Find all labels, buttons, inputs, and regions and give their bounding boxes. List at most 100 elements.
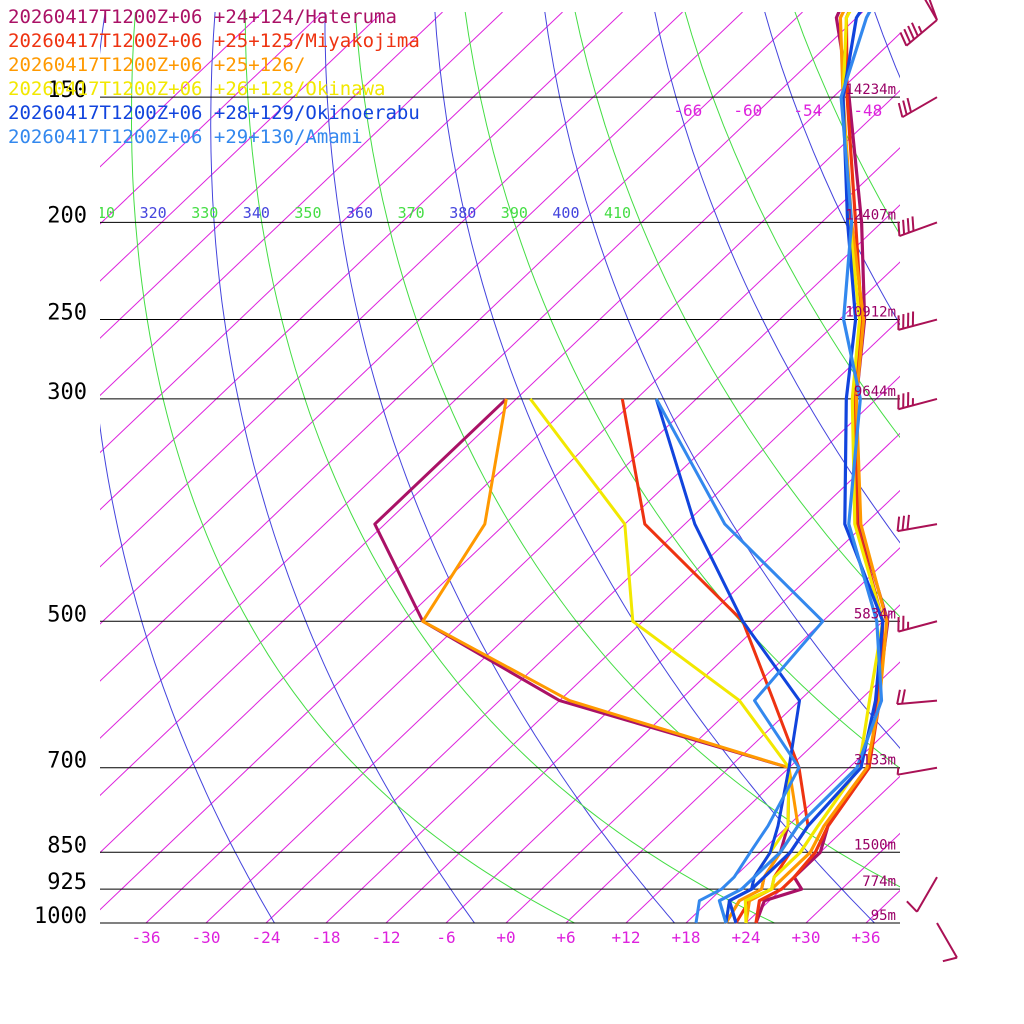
background-lines: [100, 0, 1024, 924]
isotherm-line: [505, 547, 900, 924]
wind-barb-staff: [936, 922, 958, 959]
pressure-label: 700: [47, 749, 87, 774]
dry-adiabat-line: [100, 12, 275, 924]
pressure-label: 200: [47, 203, 87, 228]
pressure-label: 300: [47, 380, 87, 405]
x-tick-label: +12: [612, 928, 641, 947]
dry-adiabat-line: [874, 12, 900, 79]
isotherm-line: [100, 12, 323, 225]
wind-barb-staff: [898, 318, 938, 331]
theta-label: 360: [346, 204, 373, 222]
wind-barb-staff: [916, 876, 938, 913]
wind-barb-flag: [896, 689, 901, 705]
isotherm-line: [565, 604, 900, 924]
dry-adiabat-line: [934, 0, 1024, 923]
temperature-line-3: [743, 12, 885, 924]
wind-barb-staff: [897, 523, 938, 533]
temperature-line-2: [744, 12, 889, 924]
wind-barb-flag: [911, 22, 919, 37]
wind-barb-half: [896, 767, 900, 775]
wind-barb-flag: [906, 218, 910, 233]
x-tick-label: +30: [792, 928, 821, 947]
wind-barb: [897, 216, 938, 238]
isotherm-line: [100, 12, 683, 568]
theta-label: 410: [604, 204, 631, 222]
wind-barb-half: [917, 25, 923, 34]
dewpoint-line-1: [620, 398, 810, 924]
wind-barb: [897, 96, 938, 119]
dewpoint-line-4: [654, 398, 801, 924]
theta-label: 310: [88, 204, 115, 222]
temperature-line-0: [754, 12, 890, 924]
wind-barb-flag: [942, 956, 958, 963]
wind-barb: [906, 876, 938, 913]
temperature-line-4: [727, 12, 885, 924]
wind-barb-flag: [906, 900, 918, 913]
legend-entry-okinawa: 20260417T1200Z+06 +26+128/Okinawa: [8, 78, 386, 100]
isotherm-line: [385, 432, 900, 924]
moist-adiabat-line: [464, 12, 900, 769]
wind-barb: [899, 19, 938, 47]
pressure-label: 925: [47, 870, 87, 895]
x-tick-label: +18: [672, 928, 701, 947]
x-tick-label: -18: [312, 928, 341, 947]
moist-adiabat-line: [955, 0, 1024, 923]
wind-barb: [924, 0, 938, 21]
x-tick-label: -24: [252, 928, 281, 947]
x-tick-label: -36: [132, 928, 161, 947]
isotherm-line: [100, 12, 743, 625]
wind-barb-flag: [897, 102, 904, 118]
wind-barbs: [896, 0, 958, 963]
pressure-label: 850: [47, 833, 87, 858]
height-label: 10912m: [845, 305, 896, 321]
isotherm-line: [100, 12, 443, 339]
sounding-series: [373, 12, 890, 924]
wind-barb-flag: [907, 25, 915, 40]
theta-label: 380: [449, 204, 476, 222]
x-tick-label: -6: [436, 928, 455, 947]
wind-barb-staff: [898, 397, 938, 411]
isotherm-line: [100, 12, 563, 454]
dry-adiabat-line: [324, 12, 675, 924]
wind-barb-staff: [899, 221, 938, 238]
dry-adiabat-line: [434, 12, 875, 924]
x-tick-label: -30: [192, 928, 221, 947]
isotherm-line: [100, 32, 900, 797]
theta-label: 340: [243, 204, 270, 222]
axis-labels: 10016629m15014234m20012407m25010912m3009…: [34, 78, 896, 947]
temperature-line-5: [717, 12, 884, 924]
isotherm-line: [205, 261, 900, 924]
isotherm-line: [625, 661, 900, 924]
moist-adiabat-line: [794, 12, 900, 236]
isotherm-line: [100, 12, 383, 282]
dry-adiabat-line: [210, 12, 475, 924]
theta-label: 390: [501, 204, 528, 222]
wind-barb-flag: [906, 514, 910, 530]
wind-barb-flag: [901, 515, 906, 531]
isotherm-line: [445, 489, 900, 924]
wind-barb-flag: [902, 100, 908, 115]
dry-adiabat-line: [764, 12, 900, 326]
wind-barb-staff: [897, 766, 938, 776]
isotherm-line: [265, 318, 900, 924]
moist-adiabat-line: [130, 12, 575, 924]
theta-label: 350: [294, 204, 321, 222]
wind-barb: [897, 311, 938, 331]
pressure-label: 250: [47, 301, 87, 326]
dewpoint-line-5: [654, 398, 825, 924]
wind-barb-flag: [903, 28, 912, 43]
wind-barb: [936, 922, 958, 963]
legend-entry-unnamed: 20260417T1200Z+06 +25+126/: [8, 54, 306, 76]
isotherm-line: [100, 12, 503, 397]
wind-barb-staff: [924, 0, 938, 21]
dewpoint-line-2: [421, 398, 800, 924]
isotherm-line: [145, 204, 900, 924]
moist-adiabat-line: [244, 12, 775, 924]
pressure-lines: [100, 96, 900, 924]
dewpoint-line-0: [373, 397, 791, 924]
temperature-line-1: [754, 12, 885, 924]
wind-barb-staff: [898, 620, 938, 633]
moist-adiabat-line: [354, 12, 900, 888]
wind-barb-staff: [901, 96, 938, 119]
height-label: 14234m: [845, 82, 896, 98]
